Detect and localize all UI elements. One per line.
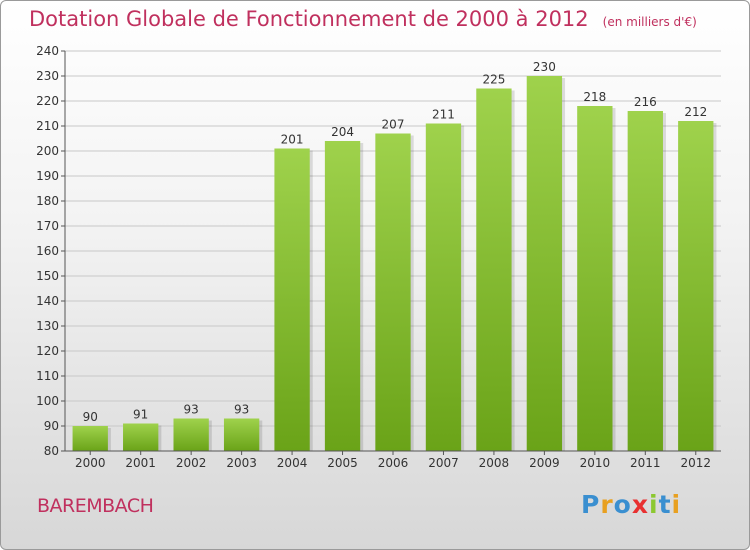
y-tick-label: 140 [36,294,59,308]
bar [173,418,209,451]
bar-value-label: 207 [382,118,405,132]
bar [678,121,714,451]
y-tick-label: 230 [36,69,59,83]
bar [324,141,361,451]
x-tick-label: 2003 [226,456,257,470]
y-tick-label: 220 [36,94,59,108]
bar-value-label: 212 [684,105,707,119]
bar-value-label: 90 [83,410,98,424]
x-tick-label: 2002 [176,456,207,470]
y-tick-label: 110 [36,369,59,383]
bars [72,76,717,451]
logo-letter: P [581,490,601,519]
bar [476,88,512,451]
x-tick-label: 2010 [580,456,611,470]
logo-letter: x [631,490,649,519]
y-tick-label: 180 [36,194,59,208]
bar-value-label: 218 [583,90,606,104]
logo-letter: i [649,490,659,519]
bar [72,426,108,451]
bar [375,133,411,451]
bar-value-label: 201 [281,133,304,147]
x-tick-label: 2009 [529,456,560,470]
y-tick-label: 240 [36,44,59,58]
commune-name: BAREMBACH [37,495,154,517]
chart-unit-note: (en milliers d'€) [602,15,697,29]
x-tick-label: 2006 [378,456,409,470]
bar [123,423,159,451]
y-tick-label: 150 [36,269,59,283]
y-tick-label: 130 [36,319,59,333]
labels: 80 90 100 110 120 130 140 150 160 170 180 190 200 210… [36,44,711,470]
proxiti-logo: Proxiti [581,490,681,519]
y-tick-label: 200 [36,144,59,158]
y-tick-label: 80 [44,444,59,458]
bar [577,106,613,451]
bar [627,111,663,451]
bar-value-label: 230 [533,60,556,74]
logo-letter: r [600,490,614,519]
logo-letter: t [658,490,672,519]
x-tick-label: 2001 [125,456,156,470]
y-tick-label: 190 [36,169,59,183]
bar-value-label: 91 [133,408,148,422]
bar-value-label: 225 [482,73,505,87]
bar-value-label: 216 [634,95,657,109]
y-tick-label: 120 [36,344,59,358]
y-tick-label: 90 [44,419,59,433]
x-tick-label: 2000 [75,456,106,470]
bar [223,418,260,451]
x-tick-label: 2012 [680,456,711,470]
x-tick-label: 2011 [630,456,661,470]
bar [425,123,462,451]
x-tick-label: 2008 [479,456,510,470]
logo-letter: i [671,490,682,519]
y-tick-label: 100 [36,394,59,408]
y-tick-label: 160 [36,244,59,258]
x-tick-label: 2007 [428,456,459,470]
bar [274,148,310,451]
bar-value-label: 93 [234,403,249,417]
bar [526,76,563,451]
y-tick-label: 210 [36,119,59,133]
bar-value-label: 204 [331,125,354,139]
axes [61,50,721,455]
bar-value-label: 93 [184,403,199,417]
x-tick-label: 2004 [277,456,308,470]
chart-title-line: Dotation Globale de Fonctionnement de 20… [29,7,697,31]
x-tick-label: 2005 [327,456,358,470]
y-tick-label: 170 [36,219,59,233]
chart-title: Dotation Globale de Fonctionnement de 20… [29,7,589,31]
bar-value-label: 211 [432,108,455,122]
logo-letter: o [613,490,632,519]
